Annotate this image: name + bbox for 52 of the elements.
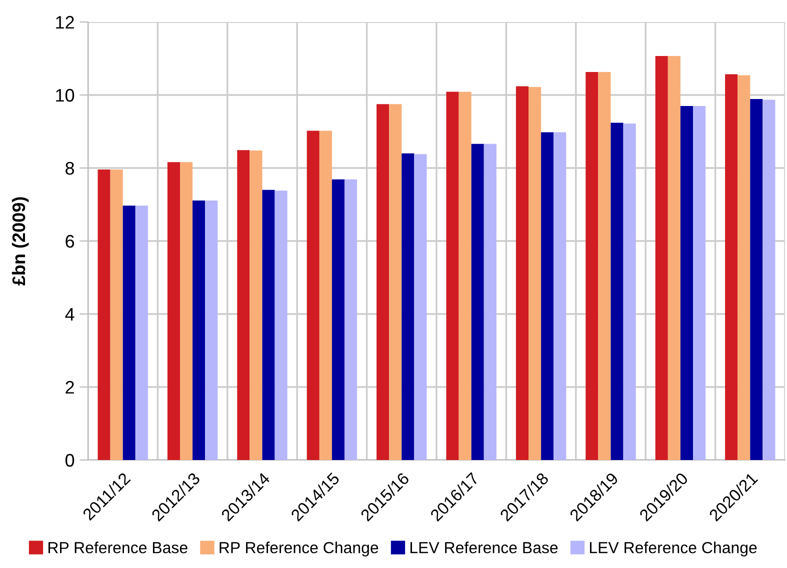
bar [250, 150, 262, 460]
bar [738, 75, 750, 460]
bar [389, 104, 402, 460]
bar [554, 132, 566, 460]
bar [319, 130, 332, 460]
bar [110, 169, 123, 460]
bar [167, 162, 180, 460]
y-tick-label: 6 [66, 234, 74, 248]
bar [762, 100, 776, 460]
legend-label: LEV Reference Change [590, 542, 757, 556]
bar [586, 72, 598, 460]
bar [655, 56, 668, 460]
bar [541, 132, 554, 460]
bar [344, 179, 358, 460]
bar [471, 144, 484, 460]
y-tick-label: 0 [65, 454, 74, 467]
bar [750, 99, 763, 460]
bar [680, 106, 693, 460]
bar [528, 86, 542, 460]
bar [458, 92, 472, 460]
y-tick-label: 12 [56, 16, 74, 29]
legend-label: RP Reference Base [48, 542, 188, 554]
bar [610, 122, 624, 460]
bar [122, 206, 136, 460]
bar [237, 150, 250, 460]
y-tick-label: 8 [66, 162, 74, 175]
bar [262, 190, 275, 460]
bar [414, 154, 427, 460]
bar [668, 56, 680, 460]
bar [135, 206, 148, 460]
bar [205, 200, 218, 460]
bar [516, 86, 529, 460]
bar [402, 153, 414, 460]
bar [692, 106, 706, 460]
bar [623, 123, 636, 460]
y-tick-label: 10 [56, 88, 74, 102]
y-axis-title: £bn (2009) [12, 197, 29, 286]
bar [192, 200, 206, 460]
bar [98, 169, 110, 460]
bar [598, 72, 611, 460]
bar [446, 92, 459, 460]
bar [484, 144, 496, 460]
legend-label: RP Reference Change [220, 542, 378, 556]
bar [332, 179, 344, 460]
bar [274, 190, 288, 460]
bar [180, 162, 193, 460]
legend-label: LEV Reference Base [410, 542, 558, 554]
y-tick-label: 4 [65, 308, 74, 321]
bar [725, 74, 738, 460]
y-tick-label: 2 [66, 380, 74, 394]
bar [376, 104, 390, 460]
bar [306, 130, 320, 460]
